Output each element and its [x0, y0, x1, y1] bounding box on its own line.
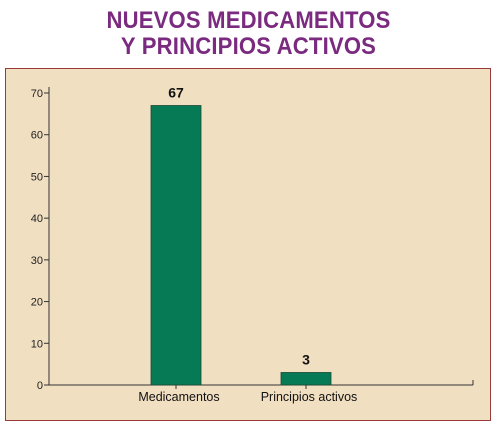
y-tick-label: 70	[31, 88, 43, 100]
x-tick-label: Medicamentos	[138, 390, 219, 404]
chart-title-line-2: Y PRINCIPIOS ACTIVOS	[120, 33, 377, 60]
bar-chart: 0 10 20 30 40 50 60 70 67 Medicamentos 3 Principios…	[31, 85, 474, 404]
bar-principios-activos	[280, 372, 332, 386]
y-tick-label: 10	[31, 338, 43, 350]
y-tick-label: 0	[37, 380, 43, 392]
bar-medicamentos	[150, 105, 202, 386]
chart-title-line-1: NUEVOS MEDICAMENTOS	[106, 7, 391, 34]
chart-panel: 0 10 20 30 40 50 60 70 67 Medicamentos 3 Principios…	[5, 68, 491, 421]
data-label: 3	[302, 351, 310, 367]
chart-title: NUEVOS MEDICAMENTOS Y PRINCIPIOS ACTIVOS	[20, 8, 477, 60]
y-tick-label: 60	[31, 130, 43, 142]
y-tick-label: 50	[31, 171, 43, 183]
y-tick-label: 20	[31, 297, 43, 309]
data-label: 67	[168, 85, 184, 101]
x-tick-label: Principios activos	[261, 390, 358, 404]
y-tick-label: 40	[31, 213, 43, 225]
y-tick-label: 30	[31, 255, 43, 267]
